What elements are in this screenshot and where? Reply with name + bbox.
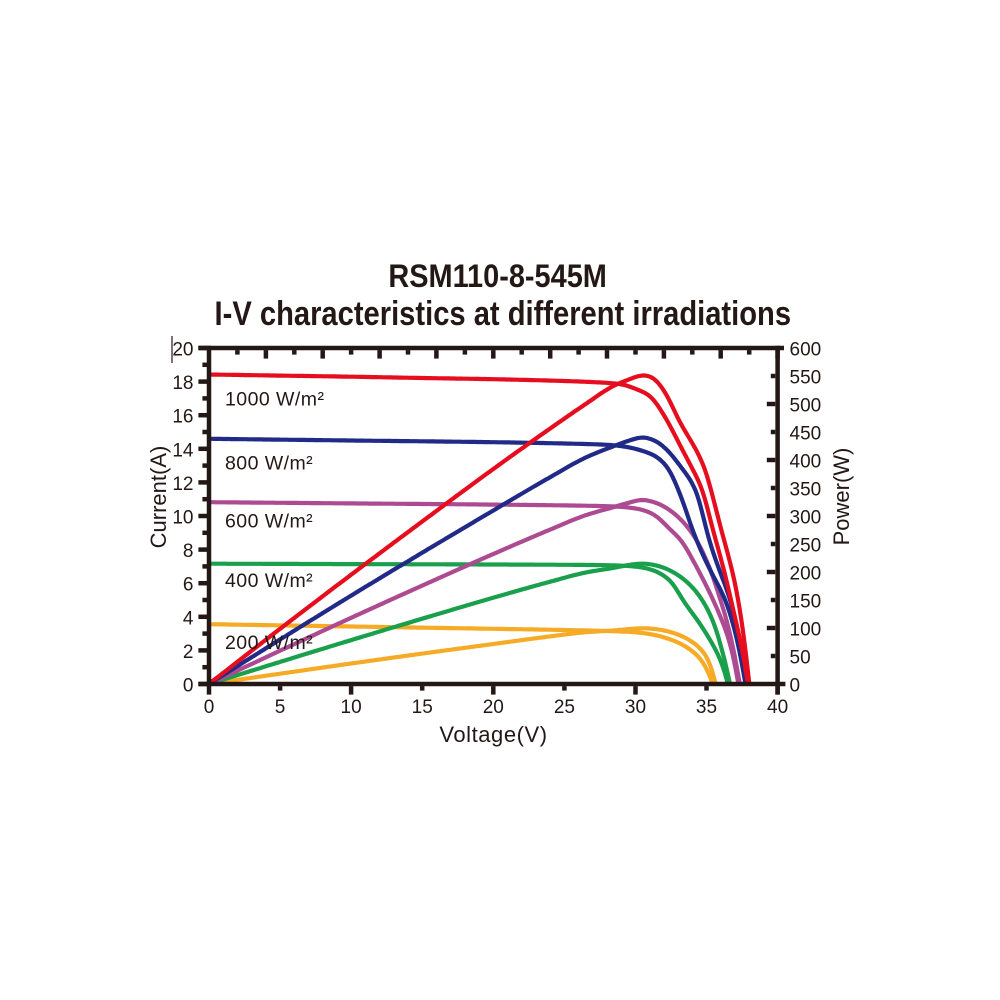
svg-text:18: 18 — [172, 373, 193, 394]
svg-text:30: 30 — [625, 697, 646, 718]
svg-text:Voltage(V): Voltage(V) — [439, 722, 547, 747]
svg-text:6: 6 — [183, 575, 194, 596]
svg-text:2: 2 — [183, 642, 194, 663]
svg-text:0: 0 — [790, 676, 801, 697]
svg-text:600 W/m²: 600 W/m² — [225, 510, 313, 532]
svg-text:400 W/m²: 400 W/m² — [225, 570, 313, 592]
svg-text:8: 8 — [183, 541, 194, 562]
svg-text:12: 12 — [172, 474, 193, 495]
svg-text:200 W/m²: 200 W/m² — [225, 632, 313, 654]
svg-text:550: 550 — [790, 368, 822, 389]
svg-text:10: 10 — [172, 508, 193, 529]
svg-text:50: 50 — [790, 648, 811, 669]
svg-text:800 W/m²: 800 W/m² — [225, 452, 313, 474]
svg-text:200: 200 — [790, 564, 822, 585]
svg-text:600: 600 — [790, 340, 822, 361]
svg-text:14: 14 — [172, 440, 194, 461]
svg-text:5: 5 — [275, 697, 286, 718]
svg-text:Current(A): Current(A) — [146, 446, 171, 549]
svg-text:1000 W/m²: 1000 W/m² — [225, 389, 324, 411]
svg-text:16: 16 — [172, 407, 193, 428]
svg-text:I-V characteristics at differe: I-V characteristics at different irradia… — [215, 295, 792, 333]
svg-text:450: 450 — [790, 424, 822, 445]
svg-text:Power(W): Power(W) — [829, 448, 854, 546]
svg-text:0: 0 — [204, 697, 215, 718]
svg-text:25: 25 — [554, 697, 575, 718]
svg-text:20: 20 — [483, 697, 504, 718]
svg-text:300: 300 — [790, 508, 822, 529]
svg-text:500: 500 — [790, 396, 822, 417]
svg-text:150: 150 — [790, 592, 822, 613]
svg-text:15: 15 — [412, 697, 433, 718]
svg-text:RSM110-8-545M: RSM110-8-545M — [388, 258, 607, 294]
svg-text:20: 20 — [172, 340, 193, 361]
svg-text:35: 35 — [696, 697, 717, 718]
svg-text:100: 100 — [790, 620, 822, 641]
svg-text:250: 250 — [790, 536, 822, 557]
svg-text:40: 40 — [767, 697, 788, 718]
svg-text:4: 4 — [183, 608, 194, 629]
svg-text:350: 350 — [790, 480, 822, 501]
svg-text:10: 10 — [341, 697, 362, 718]
svg-text:400: 400 — [790, 452, 822, 473]
svg-text:0: 0 — [183, 676, 194, 697]
